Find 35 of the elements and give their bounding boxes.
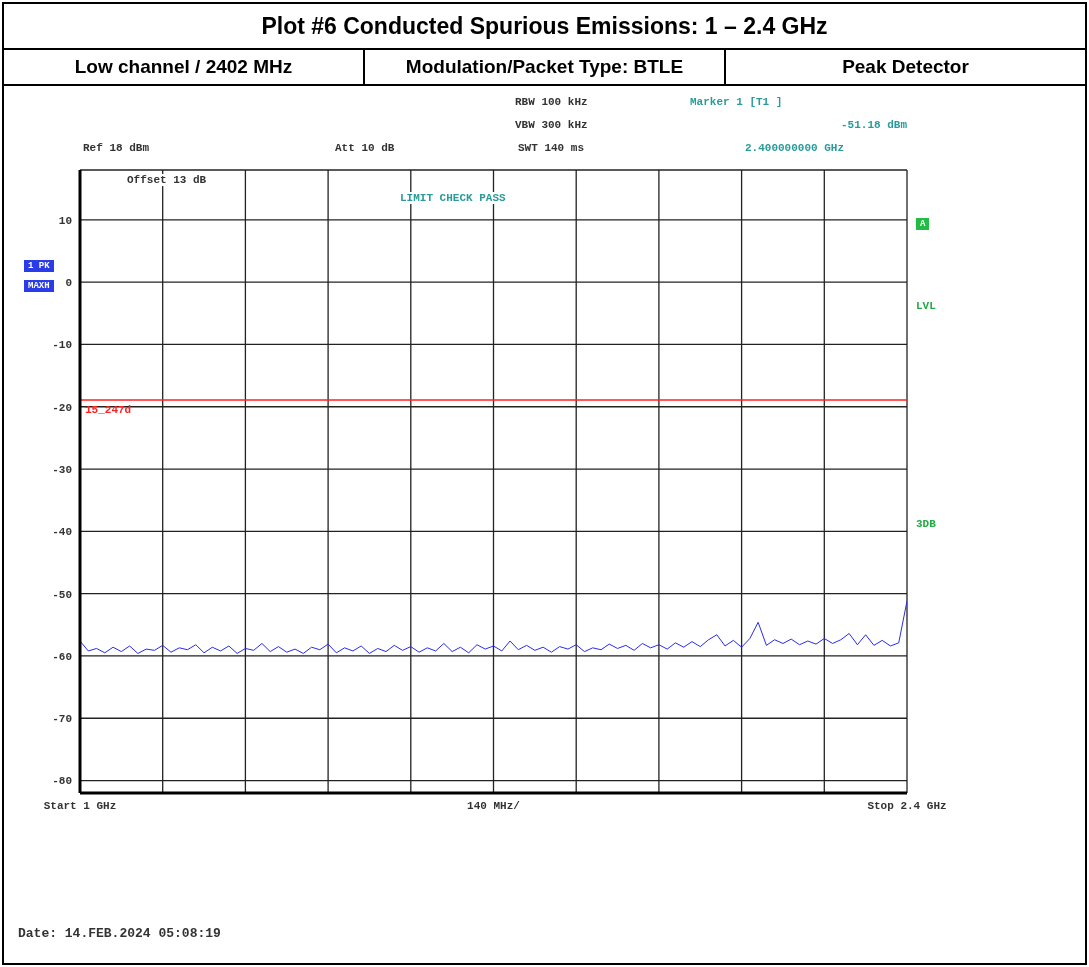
y-tick-label: -30 [52,463,72,476]
y-tick-label: -80 [52,775,72,788]
y-tick-label: -50 [52,588,72,601]
chart-title: Plot #6 Conducted Spurious Emissions: 1 – 2.4 GHz [4,4,1085,50]
text: A [916,218,930,230]
annotation: Offset 13 dB [125,174,209,186]
x-tick-label: Stop 2.4 GHz [867,799,947,812]
y-tick-label: -10 [52,339,72,352]
text: Peak Detector [724,50,1085,84]
text: LVL [916,300,936,312]
y-tick-label: 10 [58,214,72,227]
text: MAXH [24,280,54,292]
text: VBW 300 kHz [515,119,588,131]
x-axis-title: 140 MHz/ [467,799,521,812]
text: -51.18 dBm [840,119,907,131]
text: RBW 100 kHz [515,96,588,108]
y-tick-label: 0 [65,277,72,290]
text: 3DB [916,518,936,530]
text: Low channel / 2402 MHz [73,55,294,79]
y-tick-label: -40 [52,526,72,539]
text: 1 PK [24,260,54,272]
text: Date: 14.FEB.2024 05:08:19 [18,926,221,941]
y-tick-label: -60 [52,650,72,663]
text: Marker 1 [T1 ] [690,96,783,108]
x-tick-label: Start 1 GHz [43,799,117,812]
text: Ref 18 dBm [83,142,150,154]
text: SWT 140 ms [518,142,585,154]
ref-line-label: 15_247d [85,403,132,416]
text: Att 10 dB [335,142,395,154]
line-series [80,600,907,654]
y-tick-label: -20 [52,401,72,414]
text: 2.400000000 GHz [745,142,845,154]
text: Modulation/Packet Type: BTLE [363,50,724,84]
annotation: LIMIT CHECK PASS [398,192,508,204]
y-tick-label: -70 [52,713,72,726]
